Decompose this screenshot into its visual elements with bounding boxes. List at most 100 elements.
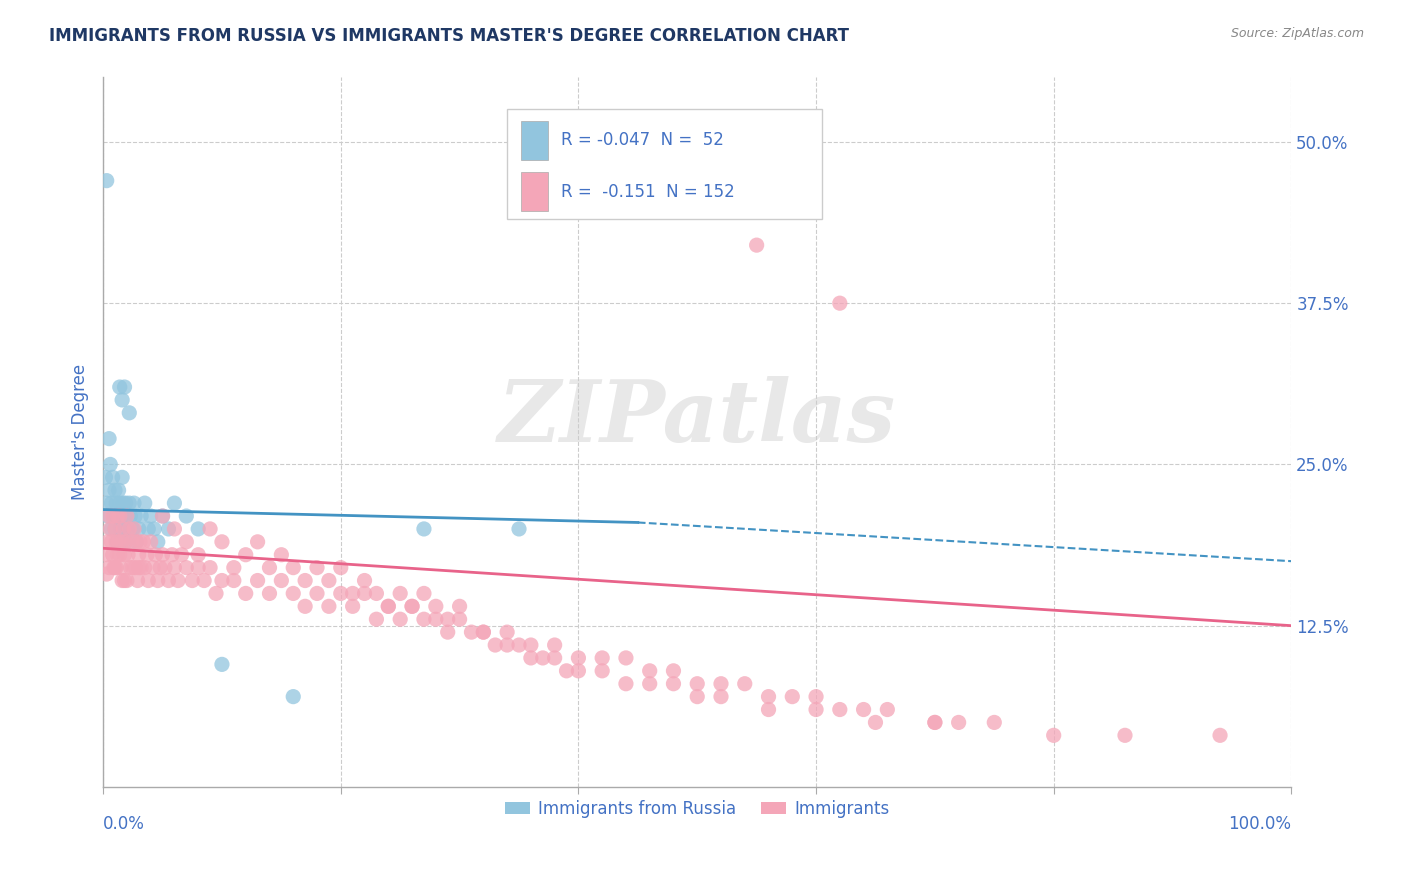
- Point: [104, 483, 127, 498]
- Point: [353, 574, 375, 588]
- Point: [638, 677, 661, 691]
- Point: [1114, 728, 1136, 742]
- Point: [122, 496, 145, 510]
- FancyBboxPatch shape: [508, 110, 823, 219]
- Point: [187, 522, 209, 536]
- Point: [246, 534, 269, 549]
- Point: [96, 567, 118, 582]
- Point: [98, 483, 121, 498]
- Text: R =  -0.151  N = 152: R = -0.151 N = 152: [561, 183, 734, 201]
- Point: [136, 522, 159, 536]
- Point: [125, 534, 148, 549]
- Point: [134, 496, 156, 510]
- Point: [472, 625, 495, 640]
- Point: [828, 702, 851, 716]
- Point: [105, 560, 128, 574]
- Point: [110, 509, 132, 524]
- Point: [449, 612, 471, 626]
- Point: [163, 496, 186, 510]
- Point: [114, 574, 136, 588]
- Legend: Immigrants from Russia, Immigrants: Immigrants from Russia, Immigrants: [498, 793, 897, 825]
- Point: [567, 664, 589, 678]
- Point: [112, 496, 135, 510]
- Point: [176, 509, 198, 524]
- Point: [187, 548, 209, 562]
- Point: [283, 560, 305, 574]
- Point: [108, 509, 131, 524]
- Point: [924, 715, 946, 730]
- Point: [112, 522, 135, 536]
- Point: [270, 548, 292, 562]
- Point: [107, 483, 129, 498]
- Point: [98, 560, 121, 574]
- Point: [152, 548, 174, 562]
- Point: [176, 534, 198, 549]
- Point: [758, 702, 780, 716]
- Point: [235, 548, 257, 562]
- Point: [105, 548, 128, 562]
- Point: [187, 560, 209, 574]
- Point: [1209, 728, 1232, 742]
- Point: [436, 625, 458, 640]
- Point: [111, 509, 134, 524]
- Point: [294, 574, 316, 588]
- Point: [259, 560, 281, 574]
- Point: [176, 560, 198, 574]
- Point: [401, 599, 423, 614]
- Point: [117, 522, 139, 536]
- Point: [98, 509, 121, 524]
- Point: [246, 574, 269, 588]
- Point: [259, 586, 281, 600]
- Point: [235, 586, 257, 600]
- Point: [111, 470, 134, 484]
- Point: [110, 560, 132, 574]
- Point: [101, 470, 124, 484]
- Point: [342, 599, 364, 614]
- Point: [129, 534, 152, 549]
- Point: [121, 522, 143, 536]
- Point: [129, 509, 152, 524]
- Point: [924, 715, 946, 730]
- Point: [638, 664, 661, 678]
- Point: [377, 599, 399, 614]
- Point: [96, 548, 118, 562]
- Point: [160, 548, 183, 562]
- Point: [111, 534, 134, 549]
- Point: [543, 638, 565, 652]
- Point: [413, 522, 436, 536]
- Point: [294, 599, 316, 614]
- Point: [98, 458, 121, 472]
- Point: [745, 238, 768, 252]
- Point: [782, 690, 804, 704]
- Point: [555, 664, 578, 678]
- Point: [508, 638, 530, 652]
- Point: [142, 560, 165, 574]
- Text: ZIPatlas: ZIPatlas: [498, 376, 896, 459]
- Point: [852, 702, 875, 716]
- Point: [662, 677, 685, 691]
- Point: [614, 651, 637, 665]
- Point: [103, 560, 125, 574]
- Point: [283, 586, 305, 600]
- Point: [121, 534, 143, 549]
- Point: [94, 470, 117, 484]
- Point: [108, 548, 131, 562]
- Point: [222, 560, 245, 574]
- Point: [108, 380, 131, 394]
- Point: [124, 509, 146, 524]
- Point: [115, 509, 138, 524]
- Point: [865, 715, 887, 730]
- Point: [120, 560, 142, 574]
- Point: [413, 586, 436, 600]
- Point: [134, 560, 156, 574]
- Point: [591, 664, 613, 678]
- Point: [496, 625, 519, 640]
- Point: [115, 574, 138, 588]
- Point: [146, 534, 169, 549]
- Point: [686, 677, 709, 691]
- Point: [101, 509, 124, 524]
- Point: [449, 599, 471, 614]
- Point: [107, 534, 129, 549]
- Point: [103, 509, 125, 524]
- Point: [318, 574, 340, 588]
